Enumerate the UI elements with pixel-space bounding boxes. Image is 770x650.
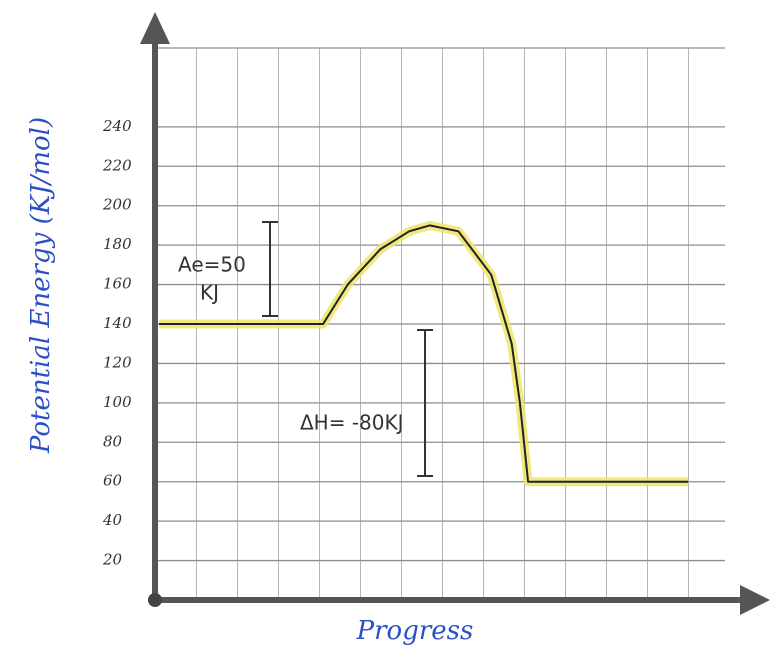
annotation: KJ: [200, 281, 219, 305]
y-tick-label: 160: [103, 275, 132, 293]
y-tick-label: 180: [103, 235, 132, 253]
annotation: Ae=50: [178, 253, 246, 277]
x-label: Progress: [356, 616, 474, 646]
y-tick-label: 240: [102, 117, 132, 135]
y-tick-label: 80: [103, 432, 123, 450]
y-tick-label: 220: [102, 156, 132, 174]
y-tick-label: 200: [102, 196, 132, 214]
y-label: Potential Energy (KJ/mol): [26, 117, 56, 454]
annotation: ΔH= -80KJ: [300, 411, 404, 435]
origin: [148, 593, 162, 607]
chart: Progress Potential Energy (KJ/mol) 20 40 6…: [0, 0, 770, 650]
y-tick-label: 20: [102, 551, 123, 569]
x-arrow: [740, 585, 770, 615]
y-tick-label: 100: [103, 393, 132, 411]
y-tick-label: 120: [103, 353, 132, 371]
y-arrow: [140, 12, 170, 44]
y-tick-label: 40: [102, 511, 123, 529]
y-tick-label: 60: [103, 472, 123, 490]
y-tick-label: 140: [103, 314, 132, 332]
